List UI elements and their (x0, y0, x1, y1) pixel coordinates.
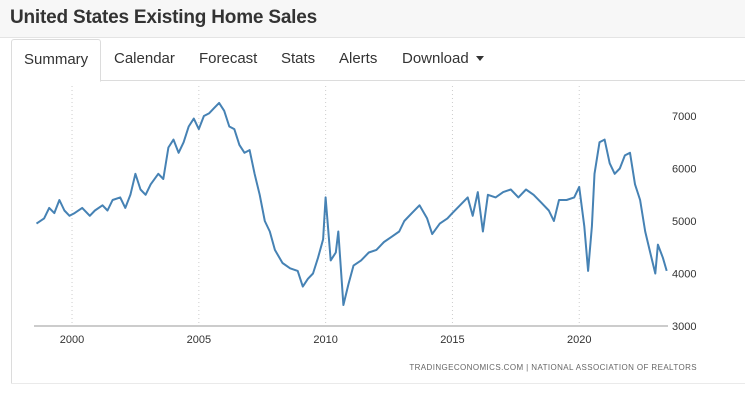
y-tick-label: 3000 (672, 321, 696, 333)
tab-download-label: Download (402, 50, 469, 67)
y-tick-label: 5000 (672, 216, 696, 228)
x-tick-label: 2010 (313, 334, 337, 346)
tab-alerts[interactable]: Alerts (339, 50, 378, 67)
tab-summary[interactable]: Summary (11, 39, 102, 82)
y-tick-label: 7000 (672, 111, 696, 123)
y-axis: 3000 4000 5000 6000 7000 (672, 111, 696, 333)
source-credit: TRADINGECONOMICS.COM | NATIONAL ASSOCIAT… (409, 363, 697, 372)
x-axis: 2000 2005 2010 2015 2020 (60, 334, 592, 346)
tab-download[interactable]: Download (402, 39, 484, 81)
x-tick-label: 2005 (187, 334, 211, 346)
y-tick-label: 6000 (672, 164, 696, 176)
caret-down-icon (475, 55, 484, 61)
panel-bottom-border (11, 383, 745, 384)
tab-forecast[interactable]: Forecast (199, 50, 258, 67)
tab-stats[interactable]: Stats (281, 50, 316, 67)
tab-bar: Summary Calendar Forecast Stats Alerts D… (11, 39, 745, 82)
x-tick-label: 2015 (440, 334, 464, 346)
y-tick-label: 4000 (672, 269, 696, 281)
chart-panel (11, 81, 745, 383)
series-line (35, 101, 668, 306)
x-tick-label: 2020 (567, 334, 591, 346)
tab-calendar[interactable]: Calendar (114, 50, 175, 67)
x-tick-label: 2000 (60, 334, 84, 346)
page-title: United States Existing Home Sales (10, 7, 317, 28)
title-bar: United States Existing Home Sales (0, 0, 745, 38)
